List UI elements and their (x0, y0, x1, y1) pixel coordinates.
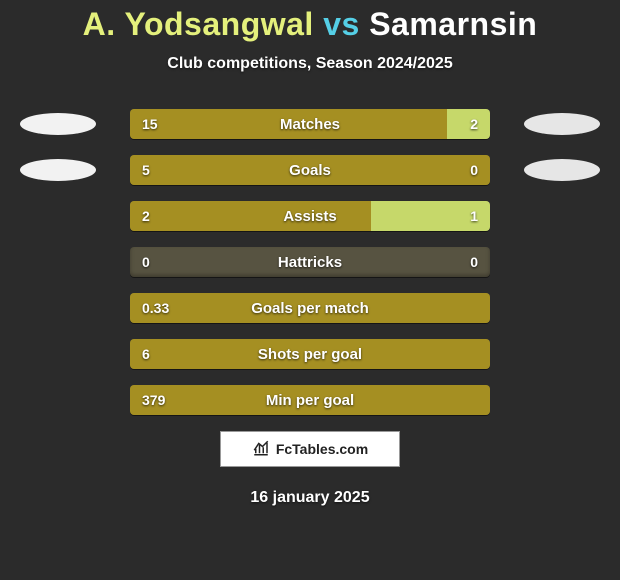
bar-left-fill (130, 339, 490, 369)
player-b-name: Samarnsin (369, 6, 537, 42)
page-title: A. Yodsangwal vs Samarnsin (0, 0, 620, 43)
bar-left-fill (130, 109, 447, 139)
stat-value-left: 0 (142, 247, 150, 277)
stat-bar: 379Min per goal (130, 385, 490, 415)
bar-right-fill (371, 201, 490, 231)
stat-bar: 21Assists (130, 201, 490, 231)
team-crest-left (18, 109, 98, 139)
attribution-text: FcTables.com (276, 441, 368, 457)
stat-row: 0 0Hattricks (0, 247, 620, 277)
stat-bar: 152Matches (130, 109, 490, 139)
stat-value-right: 0 (470, 247, 478, 277)
stat-label: Hattricks (130, 247, 490, 277)
team-crest-right (522, 155, 602, 185)
stat-row: 50Goals (0, 155, 620, 185)
stat-bar: 50Goals (130, 155, 490, 185)
stat-row: 6Shots per goal (0, 339, 620, 369)
date-text: 16 january 2025 (0, 489, 620, 507)
attribution-badge: FcTables.com (220, 431, 400, 467)
stat-row: 379Min per goal (0, 385, 620, 415)
player-a-name: A. Yodsangwal (83, 6, 314, 42)
stat-bar: 6Shots per goal (130, 339, 490, 369)
bar-left-fill (130, 385, 490, 415)
stat-row: 21Assists (0, 201, 620, 231)
stat-bar: 0.33Goals per match (130, 293, 490, 323)
team-crest-left (18, 155, 98, 185)
stats-container: 152Matches 50Goals 21Assists 0 0Hattricks 0.3… (0, 109, 620, 415)
stat-row: 152Matches (0, 109, 620, 139)
bar-left-fill (130, 155, 490, 185)
chart-icon (252, 439, 270, 460)
team-crest-right (522, 109, 602, 139)
bar-right-fill (447, 109, 490, 139)
bar-left-fill (130, 293, 490, 323)
bar-left-fill (130, 201, 371, 231)
subtitle: Club competitions, Season 2024/2025 (0, 55, 620, 73)
stat-row: 0.33Goals per match (0, 293, 620, 323)
vs-text: vs (323, 6, 360, 42)
stat-bar: 0 0Hattricks (130, 247, 490, 277)
